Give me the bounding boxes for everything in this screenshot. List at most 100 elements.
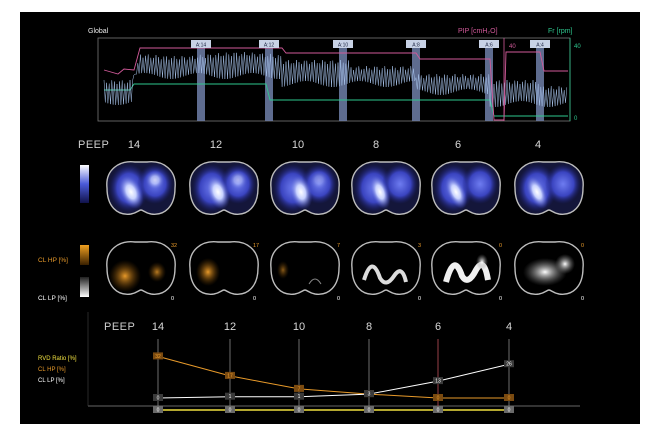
peep-value-4: 4 bbox=[534, 139, 542, 151]
marker-label: A:14 bbox=[196, 43, 207, 49]
fr-axis-label: Fr [rpm] bbox=[548, 28, 573, 35]
ventilation-image bbox=[189, 161, 259, 215]
data-label-box bbox=[504, 360, 514, 368]
eit-image-grid bbox=[80, 161, 584, 297]
peep-value-12: 12 bbox=[209, 139, 223, 151]
pip-axis-value: 40 bbox=[509, 44, 516, 50]
waveform-trace bbox=[103, 52, 568, 108]
marker-bar bbox=[536, 46, 544, 121]
legend-clhp: CL HP [%] bbox=[38, 367, 66, 373]
ventilation-image bbox=[514, 161, 584, 215]
data-label-text: 0 bbox=[229, 408, 232, 414]
clhp-value-4: 0 bbox=[581, 243, 585, 249]
data-label-text: 0 bbox=[508, 408, 511, 414]
data-label: 1 bbox=[294, 392, 304, 400]
marker-label: A:8 bbox=[412, 43, 420, 49]
collapse-images bbox=[106, 241, 584, 295]
ventilation-image bbox=[351, 161, 421, 215]
data-label-box bbox=[153, 394, 163, 401]
ventilation-image bbox=[106, 161, 176, 215]
pip-axis-label: PIP [cmH₂O] bbox=[458, 28, 498, 35]
chart-data-labels: 0000003217730001131326 bbox=[153, 352, 514, 414]
data-label-box bbox=[153, 352, 163, 360]
data-label-box bbox=[364, 390, 374, 398]
fr-axis-bottom-value: 0 bbox=[574, 116, 578, 122]
fr-axis-top-value: 40 bbox=[574, 44, 581, 50]
chart-series-lines bbox=[157, 355, 510, 411]
cllp-value-4: 0 bbox=[581, 296, 585, 302]
data-label-text: 0 bbox=[157, 396, 160, 402]
marker-label: A:6 bbox=[485, 43, 493, 49]
data-label-text: 0 bbox=[437, 396, 440, 402]
clhp-value-12: 17 bbox=[253, 243, 260, 249]
collapse-image bbox=[106, 241, 176, 295]
data-label: 13 bbox=[433, 377, 443, 385]
data-label-text: 0 bbox=[508, 396, 511, 402]
cllp-value-14: 0 bbox=[171, 296, 175, 302]
data-label-box bbox=[225, 392, 235, 400]
data-label-text: 1 bbox=[229, 394, 232, 400]
ventilation-image bbox=[431, 161, 501, 215]
cllp-label: CL LP [%] bbox=[38, 295, 67, 302]
data-label-box bbox=[294, 392, 304, 400]
ventilation-color-scale bbox=[80, 165, 89, 203]
ventilation-image bbox=[270, 161, 340, 215]
series-line bbox=[157, 363, 510, 399]
clhp-color-scale bbox=[80, 245, 89, 265]
data-label-text: 7 bbox=[298, 386, 301, 392]
series-line bbox=[157, 355, 509, 399]
data-label: 26 bbox=[504, 360, 514, 368]
chart-x-tick-label: 12 bbox=[224, 321, 236, 333]
global-waveform-plot: 40 0 40 A:14 A:12 A:10 A:8 A:6 A:4 bbox=[97, 37, 581, 122]
marker-label: A:4 bbox=[536, 43, 544, 49]
cllp-value-6: 0 bbox=[499, 296, 503, 302]
data-label: 0 bbox=[504, 406, 514, 414]
chart-x-tick-label: 10 bbox=[293, 321, 305, 333]
peep-value-10: 10 bbox=[291, 139, 305, 151]
collapse-image bbox=[270, 241, 340, 295]
data-label-text: 0 bbox=[157, 408, 160, 414]
marker-tag bbox=[530, 40, 550, 48]
collapse-image bbox=[431, 241, 501, 295]
marker-bar bbox=[265, 46, 273, 121]
data-label-text: 3 bbox=[368, 392, 371, 398]
chart-x-tick-label: 6 bbox=[435, 321, 441, 333]
respiratory-waveform bbox=[103, 52, 568, 108]
marker-tag bbox=[191, 40, 211, 48]
data-label: 0 bbox=[153, 394, 163, 402]
legend-rvd: RVD Ratio [%] bbox=[38, 356, 77, 362]
data-label-text: 17 bbox=[227, 373, 233, 379]
data-label-box bbox=[225, 406, 235, 413]
marker-label: A:12 bbox=[264, 43, 275, 49]
data-label-box bbox=[433, 406, 443, 413]
data-label-text: 26 bbox=[506, 362, 512, 368]
marker-tag bbox=[259, 40, 279, 48]
ventilation-images bbox=[106, 161, 584, 215]
data-label-text: 1 bbox=[298, 394, 301, 400]
collapse-image bbox=[514, 241, 584, 295]
chart-x-tick-label: 4 bbox=[506, 321, 512, 333]
data-label: 0 bbox=[504, 394, 514, 402]
data-label: 0 bbox=[433, 406, 443, 414]
legend-cllp: CL LP [%] bbox=[38, 378, 65, 384]
data-label-text: 0 bbox=[368, 408, 371, 414]
data-label-box bbox=[504, 394, 514, 401]
peep-value-14: 14 bbox=[127, 139, 141, 151]
data-label-box bbox=[153, 406, 163, 413]
marker-tag bbox=[479, 40, 499, 48]
data-label-text: 13 bbox=[435, 379, 441, 385]
data-label-box bbox=[294, 384, 304, 392]
global-label: Global bbox=[88, 28, 109, 35]
clhp-value-6: 0 bbox=[499, 243, 503, 249]
data-label: 3 bbox=[364, 390, 374, 398]
data-label: 17 bbox=[225, 371, 235, 379]
data-label-box bbox=[364, 406, 374, 413]
cllp-value-12: 0 bbox=[253, 296, 257, 302]
peep-title: PEEP bbox=[78, 139, 110, 151]
marker-tag bbox=[406, 40, 426, 48]
clhp-value-14: 32 bbox=[171, 243, 178, 249]
chart-x-tick-label: 8 bbox=[366, 321, 372, 333]
data-label: 0 bbox=[294, 406, 304, 414]
chart-x-tick-labels: 14 12 10 8 6 4 bbox=[152, 321, 512, 333]
